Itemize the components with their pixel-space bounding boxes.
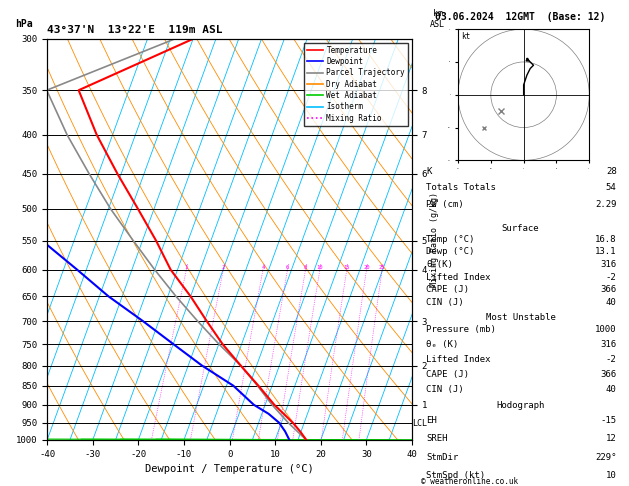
- Text: -15: -15: [601, 416, 616, 425]
- Text: LCL: LCL: [412, 419, 427, 428]
- Text: K: K: [426, 167, 432, 176]
- Text: 15: 15: [343, 265, 350, 270]
- Text: CIN (J): CIN (J): [426, 298, 464, 307]
- Text: Lifted Index: Lifted Index: [426, 355, 491, 364]
- Text: θₑ(K): θₑ(K): [426, 260, 454, 269]
- Text: 16.8: 16.8: [595, 235, 616, 243]
- Text: 28: 28: [606, 167, 616, 176]
- Text: CAPE (J): CAPE (J): [426, 370, 469, 379]
- Text: Totals Totals: Totals Totals: [426, 183, 496, 192]
- Text: 2.29: 2.29: [595, 200, 616, 209]
- Text: 54: 54: [606, 183, 616, 192]
- Text: StmDir: StmDir: [426, 452, 459, 462]
- Text: -2: -2: [606, 355, 616, 364]
- Text: 366: 366: [601, 285, 616, 295]
- Text: 25: 25: [379, 265, 386, 270]
- Text: CAPE (J): CAPE (J): [426, 285, 469, 295]
- Text: 20: 20: [363, 265, 370, 270]
- Text: 43°37'N  13°22'E  119m ASL: 43°37'N 13°22'E 119m ASL: [47, 25, 223, 35]
- Text: 40: 40: [606, 385, 616, 394]
- Text: © weatheronline.co.uk: © weatheronline.co.uk: [421, 477, 518, 486]
- Text: 13.1: 13.1: [595, 247, 616, 256]
- Text: 366: 366: [601, 370, 616, 379]
- Text: Dewp (°C): Dewp (°C): [426, 247, 475, 256]
- Text: CIN (J): CIN (J): [426, 385, 464, 394]
- Text: PW (cm): PW (cm): [426, 200, 464, 209]
- Text: 229°: 229°: [595, 452, 616, 462]
- Text: 316: 316: [601, 260, 616, 269]
- Text: Surface: Surface: [502, 225, 539, 233]
- Text: EH: EH: [426, 416, 437, 425]
- Text: Hodograph: Hodograph: [496, 401, 545, 410]
- Text: Lifted Index: Lifted Index: [426, 273, 491, 282]
- Text: 40: 40: [606, 298, 616, 307]
- Text: 8: 8: [304, 265, 307, 270]
- Text: θₑ (K): θₑ (K): [426, 340, 459, 349]
- Text: Pressure (mb): Pressure (mb): [426, 325, 496, 334]
- Text: 2: 2: [221, 265, 225, 270]
- Text: 1: 1: [185, 265, 188, 270]
- Text: Most Unstable: Most Unstable: [486, 313, 555, 322]
- Text: kt: kt: [461, 33, 470, 41]
- Text: hPa: hPa: [14, 19, 32, 29]
- Y-axis label: Mixing Ratio (g/kg): Mixing Ratio (g/kg): [430, 192, 439, 287]
- Text: 316: 316: [601, 340, 616, 349]
- Legend: Temperature, Dewpoint, Parcel Trajectory, Dry Adiabat, Wet Adiabat, Isotherm, Mi: Temperature, Dewpoint, Parcel Trajectory…: [304, 43, 408, 125]
- X-axis label: Dewpoint / Temperature (°C): Dewpoint / Temperature (°C): [145, 464, 314, 474]
- Text: -2: -2: [606, 273, 616, 282]
- Text: 10: 10: [606, 471, 616, 480]
- Text: km
ASL: km ASL: [430, 9, 445, 29]
- Text: StmSpd (kt): StmSpd (kt): [426, 471, 486, 480]
- Text: 1000: 1000: [595, 325, 616, 334]
- Text: 03.06.2024  12GMT  (Base: 12): 03.06.2024 12GMT (Base: 12): [435, 12, 606, 22]
- Text: 4: 4: [261, 265, 265, 270]
- Text: Temp (°C): Temp (°C): [426, 235, 475, 243]
- Text: SREH: SREH: [426, 434, 448, 443]
- Text: 6: 6: [286, 265, 289, 270]
- Text: 10: 10: [316, 265, 323, 270]
- Text: 12: 12: [606, 434, 616, 443]
